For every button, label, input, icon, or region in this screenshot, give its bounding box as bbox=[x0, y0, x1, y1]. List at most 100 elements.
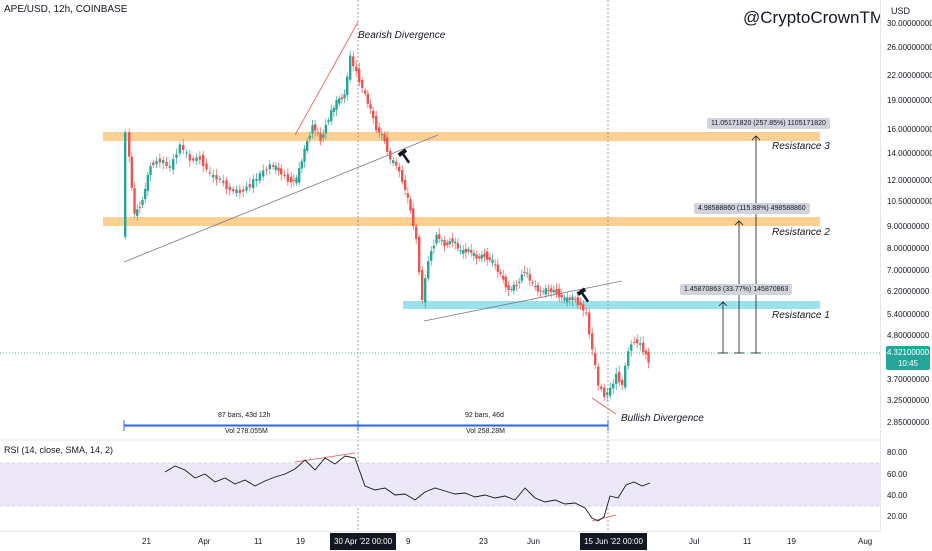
candle-body bbox=[464, 248, 468, 253]
candle-body bbox=[324, 124, 328, 134]
candle-body bbox=[372, 110, 375, 119]
candle-body bbox=[404, 180, 407, 190]
candle-body bbox=[386, 137, 389, 152]
candle-body bbox=[459, 250, 462, 252]
candle-body bbox=[446, 242, 449, 246]
candle-body bbox=[520, 274, 524, 281]
price-tick: 5.40000000 bbox=[887, 310, 930, 319]
candle-body bbox=[340, 97, 344, 100]
chart-canvas[interactable] bbox=[0, 0, 880, 531]
measure-3-tooltip: 11.05171820 (257.85%) 1105171820 bbox=[707, 118, 830, 129]
time-tick: 11 bbox=[254, 537, 263, 546]
candle-body bbox=[212, 174, 215, 178]
candle-body bbox=[352, 56, 355, 67]
rsi-tick: 60.00 bbox=[887, 470, 908, 479]
candle-body bbox=[355, 66, 358, 71]
candle-body bbox=[451, 238, 454, 243]
time-tick: Jul bbox=[689, 537, 700, 546]
candle-body bbox=[636, 339, 639, 344]
candle-body bbox=[515, 285, 518, 287]
date-range-bars[interactable] bbox=[123, 420, 609, 431]
price-tick: 30.00000000 bbox=[887, 19, 932, 28]
candle-body bbox=[480, 254, 484, 259]
candle-body bbox=[185, 152, 188, 154]
candle-body bbox=[290, 176, 293, 183]
bearish-divergence-label: Bearish Divergence bbox=[358, 30, 446, 41]
candle-body bbox=[162, 160, 165, 164]
candle-body bbox=[238, 189, 242, 194]
candle-body bbox=[222, 180, 225, 183]
range-2-bars: 92 bars, 46d bbox=[465, 412, 504, 419]
price-tick: 10.50000000 bbox=[887, 197, 932, 206]
candle-body bbox=[539, 290, 542, 292]
candle-body bbox=[330, 110, 333, 122]
measure-1-tooltip: 1.45870863 (33.77%) 145870863 bbox=[680, 284, 793, 295]
rsi-line[interactable] bbox=[164, 455, 651, 522]
candle-body bbox=[144, 188, 147, 200]
candle-body bbox=[378, 127, 381, 133]
candle-body bbox=[558, 288, 561, 298]
candle-body bbox=[633, 341, 636, 343]
candle-body bbox=[462, 250, 465, 254]
candle-body bbox=[494, 264, 497, 266]
symbol-title[interactable]: APE/USD, 12h, COINBASE bbox=[4, 4, 128, 15]
candle-body bbox=[225, 180, 228, 190]
candle-body bbox=[332, 107, 336, 112]
resistance-2-zone[interactable] bbox=[103, 217, 820, 226]
candle-body bbox=[205, 163, 208, 170]
candle-body bbox=[454, 241, 457, 244]
candle-body bbox=[523, 271, 526, 273]
time-tick: 9 bbox=[406, 537, 411, 546]
lower-trendline[interactable] bbox=[423, 280, 623, 322]
rsi-tick: 20.00 bbox=[887, 512, 908, 521]
resistance-3-zone[interactable] bbox=[103, 132, 820, 141]
candle-body bbox=[358, 68, 361, 83]
candle-body bbox=[175, 154, 178, 158]
candle-body bbox=[475, 254, 478, 259]
rsi-tick: 80.00 bbox=[887, 448, 908, 457]
candle-body bbox=[395, 161, 398, 166]
price-axis[interactable]: 30.00000000 26.00000000 22.00000000 19.0… bbox=[880, 0, 932, 531]
candle-body bbox=[412, 208, 415, 227]
hammer-icon bbox=[397, 148, 411, 164]
candle-body bbox=[306, 141, 309, 151]
current-price-badge: 4.32100000 10:45 bbox=[886, 346, 930, 370]
rsi-title[interactable]: RSI (14, close, SMA, 14, 2) bbox=[4, 445, 114, 455]
candle-body bbox=[138, 206, 142, 208]
resistance-1-zone[interactable] bbox=[403, 301, 820, 309]
candle-body bbox=[252, 179, 255, 189]
candle-body bbox=[133, 188, 136, 214]
time-axis[interactable]: 21 Apr 11 19 9 23 Jun 21 Jul 11 19 Aug 3… bbox=[0, 531, 880, 551]
bullish-divergence-line[interactable] bbox=[591, 397, 617, 415]
candle-body bbox=[277, 167, 280, 171]
candle-body bbox=[574, 298, 577, 300]
price-tick: 16.00000000 bbox=[887, 125, 932, 134]
candle-body bbox=[571, 296, 574, 301]
candle-body bbox=[435, 235, 438, 244]
candlestick-series[interactable] bbox=[124, 50, 650, 401]
price-tick: 22.00000000 bbox=[887, 71, 932, 80]
price-tick: 9.00000000 bbox=[887, 222, 930, 231]
candle-body bbox=[366, 93, 370, 104]
candle-body bbox=[421, 270, 424, 300]
candle-body bbox=[322, 134, 325, 138]
currency-label: USD bbox=[891, 6, 911, 16]
rising-trendline[interactable] bbox=[123, 134, 439, 263]
candle-body bbox=[128, 132, 131, 157]
candle-body bbox=[624, 365, 627, 388]
candle-body bbox=[432, 245, 436, 249]
candle-body bbox=[255, 178, 258, 181]
bearish-divergence-line[interactable] bbox=[294, 21, 359, 136]
candle-body bbox=[202, 154, 205, 167]
measure-arrows[interactable] bbox=[718, 135, 761, 354]
rsi-tick: 40.00 bbox=[887, 491, 908, 500]
time-tick: Jun bbox=[527, 537, 540, 546]
candle-body bbox=[314, 124, 317, 131]
candle-body bbox=[486, 251, 489, 260]
price-tick: 8.00000000 bbox=[887, 244, 930, 253]
candle-body bbox=[544, 288, 548, 295]
candle-body bbox=[327, 120, 330, 123]
candle-body bbox=[380, 134, 384, 136]
candle-body bbox=[141, 200, 144, 205]
candle-body bbox=[338, 98, 341, 104]
